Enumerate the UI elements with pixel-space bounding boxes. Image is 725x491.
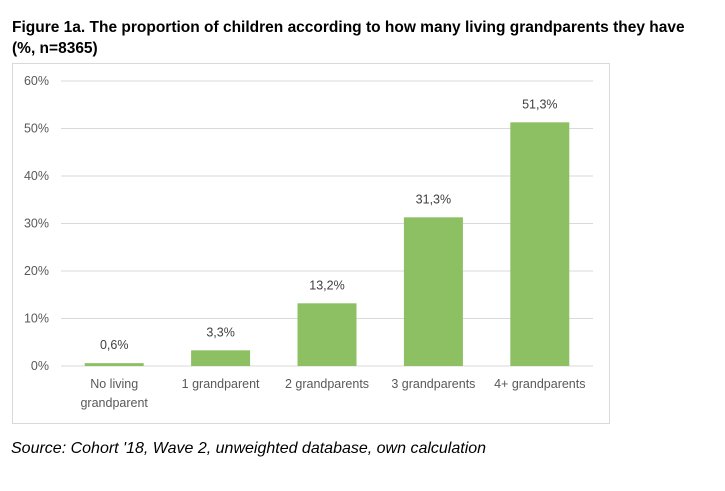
x-tick-label: grandparent	[80, 396, 148, 410]
y-tick-label: 60%	[24, 74, 49, 88]
y-tick-label: 20%	[24, 264, 49, 278]
bar	[510, 122, 570, 366]
y-tick-label: 0%	[31, 359, 49, 373]
bar	[84, 363, 144, 366]
x-tick-label: No living	[90, 377, 138, 391]
y-tick-label: 50%	[24, 122, 49, 136]
y-tick-label: 40%	[24, 169, 49, 183]
x-tick-label: 2 grandparents	[285, 377, 369, 391]
bar	[297, 303, 357, 366]
x-tick-label: 4+ grandparents	[494, 377, 585, 391]
chart-area: 0% 10% 20% 30% 40% 50% 60% 0,6% No living grandpa…	[12, 63, 610, 424]
x-tick-label: 1 grandparent	[182, 377, 260, 391]
bar-chart: 0% 10% 20% 30% 40% 50% 60% 0,6% No living grandpa…	[24, 74, 593, 410]
data-label: 31,3%	[416, 192, 451, 206]
x-tick-label: 3 grandparents	[391, 377, 475, 391]
y-tick-label: 10%	[24, 312, 49, 326]
bar	[403, 217, 463, 366]
data-label: 51,3%	[522, 97, 557, 111]
data-label: 13,2%	[309, 278, 344, 292]
data-label: 0,6%	[100, 338, 129, 352]
source-note: Source: Cohort '18, Wave 2, unweighted d…	[11, 440, 487, 457]
data-label: 3,3%	[206, 325, 235, 339]
chart-title-line-1: Figure 1a. The proportion of children ac…	[12, 19, 685, 36]
y-tick-label: 30%	[24, 217, 49, 231]
chart-title-line-2: (%, n=8365)	[12, 40, 98, 57]
chart-title: Figure 1a. The proportion of children ac…	[12, 17, 717, 59]
bar	[191, 350, 251, 366]
